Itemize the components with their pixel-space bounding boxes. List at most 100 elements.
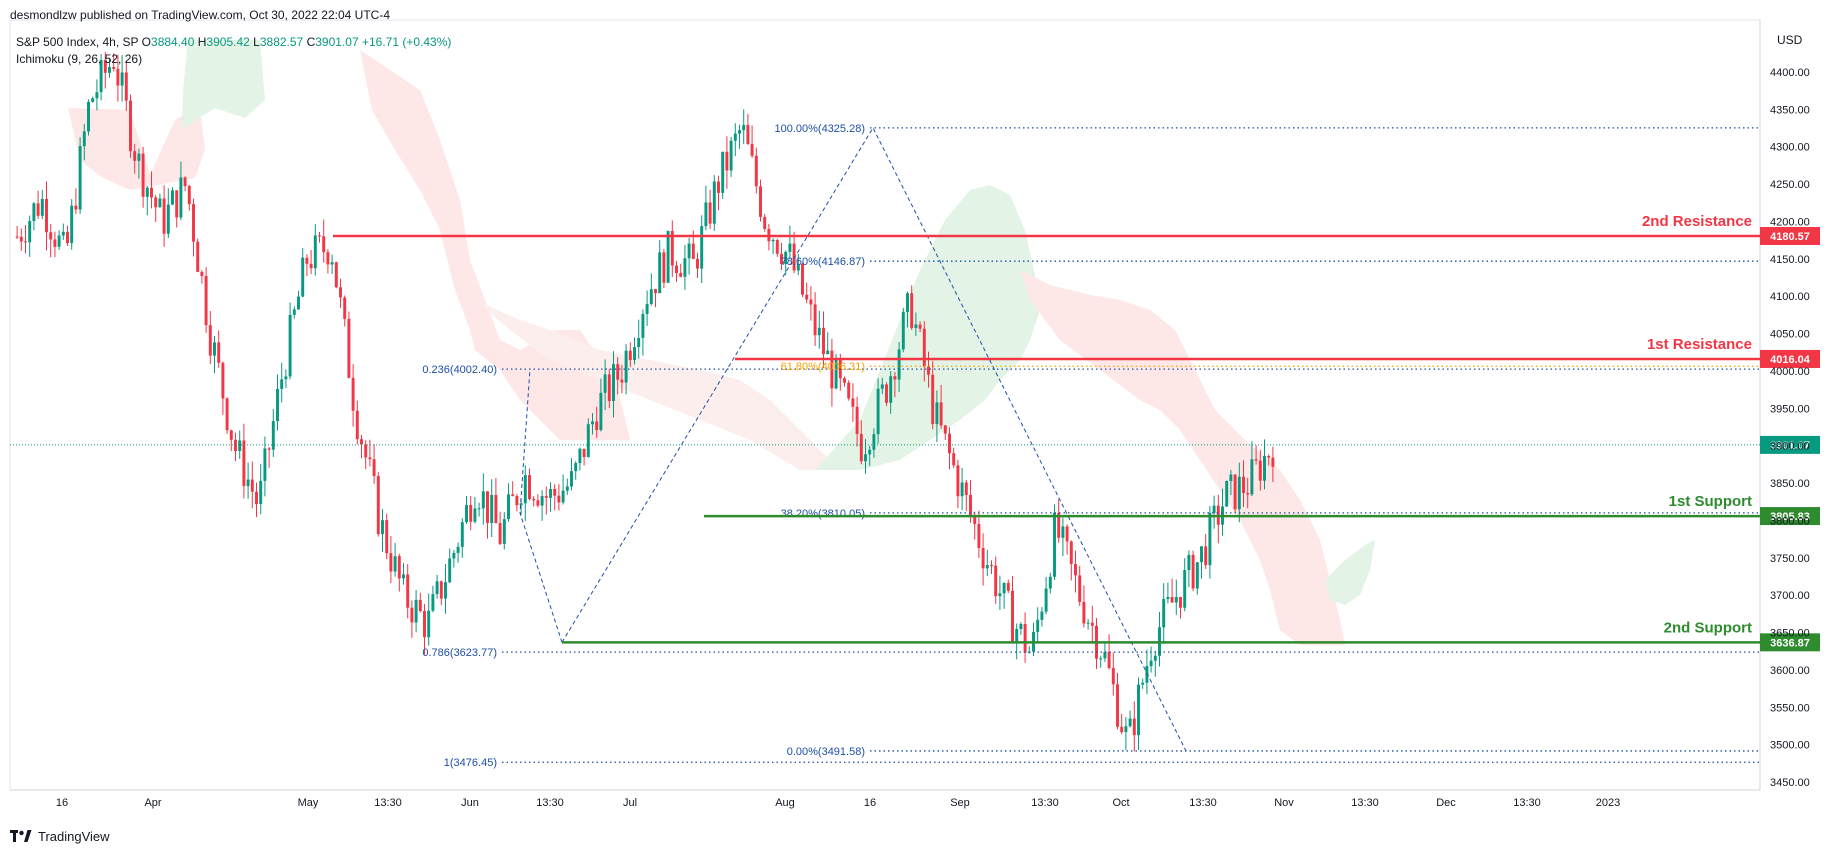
level-label-2: 1st Support	[1669, 493, 1752, 510]
candle-body	[263, 448, 267, 481]
candle-body	[855, 406, 859, 434]
candle-body	[578, 448, 582, 464]
candle-body	[250, 479, 254, 492]
candle-body	[355, 410, 359, 440]
candle-body	[431, 594, 435, 611]
candle-body	[948, 433, 951, 454]
candle-body	[700, 226, 704, 269]
candle-body	[1082, 601, 1086, 624]
candle-body	[339, 287, 342, 298]
x-tick-label-17: 2023	[1596, 797, 1620, 809]
candle-body	[1179, 596, 1182, 608]
ichimoku-cloud-4	[815, 185, 1040, 470]
indicator-label[interactable]: Ichimoku (9, 26, 52, 26)	[16, 52, 143, 66]
tradingview-footer[interactable]: TradingView	[10, 826, 110, 846]
candle-body	[95, 92, 99, 99]
candle-body	[935, 402, 939, 425]
x-tick-label-6: Jul	[623, 797, 637, 809]
candle-body	[347, 318, 351, 378]
candle-body	[305, 257, 309, 264]
candle-body	[1225, 481, 1229, 507]
candle-body	[574, 463, 578, 472]
x-tick-label-1: Apr	[144, 797, 161, 809]
candle-body	[124, 72, 128, 101]
candle-body	[645, 303, 649, 315]
candle-body	[1170, 596, 1174, 603]
x-tick-label-7: Aug	[775, 797, 795, 809]
current-price-tag	[1760, 435, 1820, 454]
currency-label: USD	[1777, 33, 1803, 47]
candle-body	[1078, 575, 1082, 602]
candle-body	[1204, 546, 1208, 566]
candle-body	[1065, 526, 1069, 542]
x-tick-label-10: 13:30	[1031, 797, 1059, 809]
candle-body	[1187, 554, 1191, 571]
x-tick-label-11: Oct	[1112, 797, 1129, 809]
candle-body	[393, 556, 397, 572]
candle-body	[662, 252, 666, 283]
current-price-text: 3901.07	[1770, 440, 1810, 452]
ichimoku-cloud-5	[1020, 270, 1345, 645]
candle-body	[1183, 570, 1187, 608]
candle-body	[439, 581, 443, 599]
tradingview-logo-text: TradingView	[38, 828, 110, 844]
candle-body	[28, 220, 32, 243]
candle-body	[523, 475, 527, 504]
y-tick-label-0: 3450.00	[1770, 777, 1810, 789]
candle-body	[297, 296, 300, 310]
candle-body	[410, 607, 414, 623]
candle-body	[1040, 611, 1044, 620]
candle-body	[196, 241, 200, 272]
candle-body	[607, 374, 611, 401]
candle-body	[154, 197, 158, 208]
candle-body	[1124, 726, 1128, 733]
candle-body	[53, 239, 57, 247]
candle-body	[313, 235, 317, 269]
y-tick-label-4: 3650.00	[1770, 628, 1810, 640]
y-tick-label-2: 3550.00	[1770, 702, 1810, 714]
candle-body	[204, 276, 208, 326]
candle-body	[943, 425, 947, 434]
candle-body	[859, 433, 863, 462]
candle-body	[1011, 590, 1014, 642]
y-tick-label-3: 3600.00	[1770, 665, 1810, 677]
candle-body	[1141, 682, 1145, 685]
fib-level-label-2: 0.236(4002.40)	[422, 364, 497, 376]
candle-body	[901, 311, 905, 350]
level-price-tag-3	[1760, 633, 1820, 652]
candle-body	[515, 496, 519, 506]
candle-body	[1271, 457, 1275, 467]
candle-body	[57, 235, 61, 247]
candle-body	[582, 448, 586, 458]
candle-body	[1208, 512, 1212, 566]
candle-body	[490, 494, 494, 523]
candle-body	[1099, 658, 1103, 660]
candle-body	[229, 430, 233, 440]
candle-body	[654, 289, 657, 294]
candle-body	[893, 376, 897, 380]
fib-zigzag-tail	[519, 369, 563, 643]
ichimoku-cloud-6	[1325, 540, 1375, 605]
candle-body	[1019, 623, 1023, 629]
candle-body	[385, 520, 389, 554]
candle-body	[666, 230, 670, 283]
candle-body	[187, 185, 191, 205]
candle-body	[120, 72, 124, 86]
y-tick-label-8: 3850.00	[1770, 478, 1810, 490]
fib-zigzag-line	[561, 126, 1187, 752]
candle-body	[981, 547, 985, 569]
level-price-text-2: 3805.83	[1770, 511, 1810, 523]
candle-body	[87, 101, 90, 132]
candle-body	[792, 243, 796, 271]
fib-level-label-4: 38.20%(3810.05)	[781, 508, 865, 520]
candle-body	[343, 297, 347, 319]
candle-body	[549, 488, 552, 498]
candle-body	[813, 304, 817, 336]
candle-body	[234, 439, 237, 451]
candle-body	[641, 314, 645, 338]
candle-body	[805, 294, 809, 300]
candle-body	[985, 565, 989, 569]
candle-body	[1242, 476, 1245, 494]
